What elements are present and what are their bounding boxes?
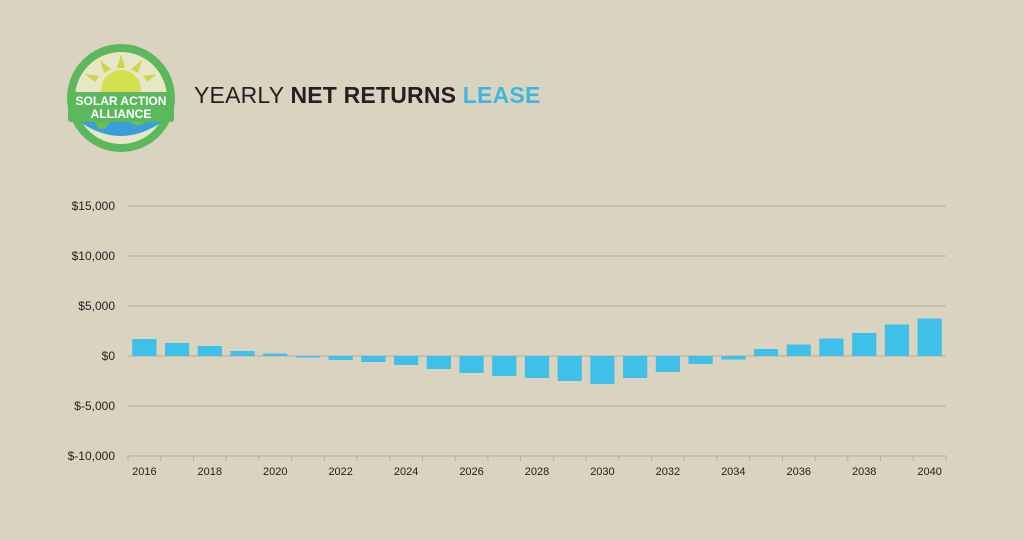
bar-2028 [524,356,550,378]
y-tick-label: $10,000 [72,249,116,263]
bar-2039 [884,324,910,356]
bar-2017 [164,343,190,356]
bar-2022 [328,356,353,360]
x-tick-label: 2016 [132,466,156,478]
x-tick-label: 2024 [394,466,418,478]
bar-2026 [459,356,484,373]
bar-2023 [361,356,386,362]
bar-2021 [295,356,321,358]
y-tick-label: $0 [102,349,116,363]
bar-2029 [557,356,582,381]
bar-2035 [753,349,779,356]
bar-2031 [623,356,648,378]
y-tick-label: $5,000 [78,299,115,313]
x-tick-label: 2018 [198,466,222,478]
logo-line-1: SOLAR ACTION [76,94,167,108]
page-title: YEARLY NET RETURNS LEASE [194,82,540,109]
x-tick-label: 2022 [328,466,352,478]
x-tick-label: 2020 [263,466,287,478]
logo-emblem-icon: SOLAR ACTION ALLIANCE [67,44,175,152]
bar-2024 [394,356,419,365]
x-tick-label: 2028 [525,466,549,478]
bar-2018 [197,346,222,356]
bar-2016 [132,339,157,356]
chart-bars [132,318,942,384]
title-part-lease: LEASE [462,82,541,108]
bar-2036 [786,344,811,356]
bar-2040 [917,318,942,356]
chart-gridlines [128,205,946,457]
bar-2033 [688,356,713,364]
bar-2027 [492,356,517,376]
bar-2020 [263,353,288,356]
title-part-yearly: YEARLY [194,82,284,108]
solar-action-alliance-logo: SOLAR ACTION ALLIANCE [62,42,180,154]
x-tick-label: 2036 [787,466,811,478]
x-tick-label: 2032 [656,466,680,478]
bar-2038 [852,333,877,356]
x-axis-ticks: 2016 2018 2020 2022 2024 2026 2028 2030 2032 2034… [127,456,947,478]
bar-2032 [655,356,680,372]
x-tick-label: 2030 [590,466,614,478]
title-part-net-returns: NET RETURNS [290,82,457,108]
x-tick-label: 2026 [459,466,483,478]
x-tick-label: 2038 [852,466,876,478]
logo-line-2: ALLIANCE [91,107,152,121]
x-tick-label: 2040 [917,466,941,478]
bar-2034 [721,356,746,360]
y-tick-label: $-10,000 [68,449,116,463]
bar-2030 [590,356,615,384]
y-tick-label: $15,000 [72,199,116,213]
y-axis-ticks: $15,000 $10,000 $5,000 $0 $-5,000 $-10,000 [68,199,116,463]
bar-2025 [426,356,451,369]
bar-2037 [819,338,844,356]
y-tick-label: $-5,000 [74,399,115,413]
x-tick-label: 2034 [721,466,745,478]
bar-2019 [230,351,255,356]
